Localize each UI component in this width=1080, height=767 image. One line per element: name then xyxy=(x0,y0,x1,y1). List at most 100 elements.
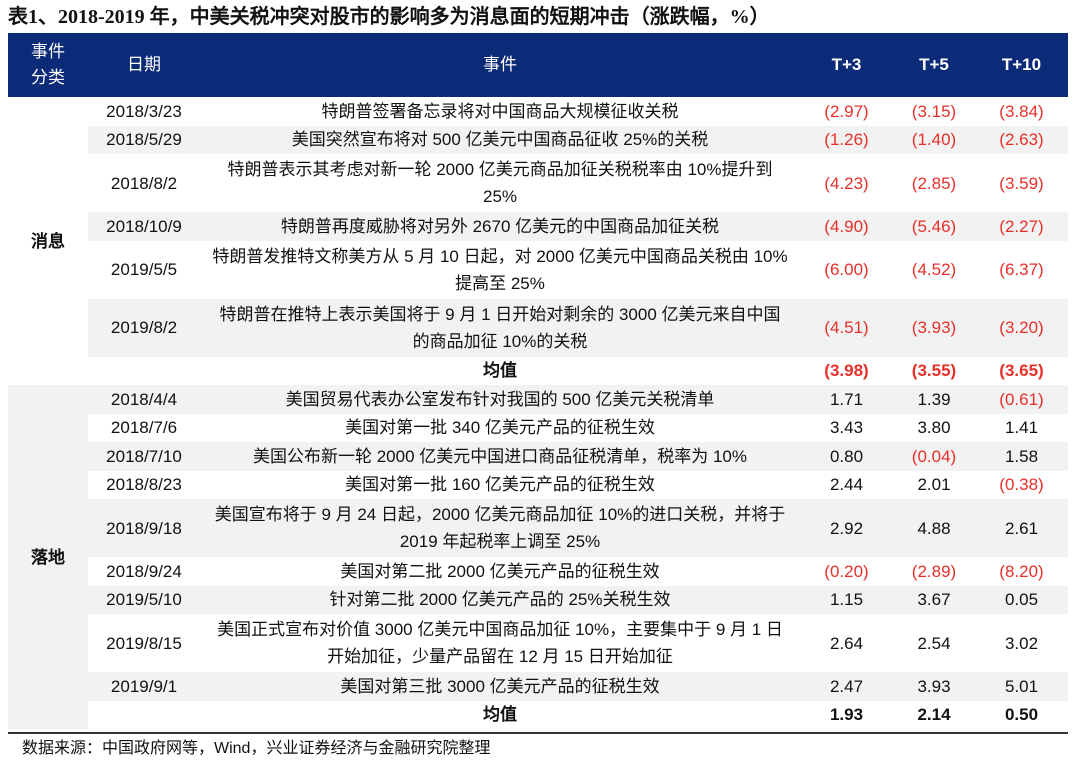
t10-cell: (2.63) xyxy=(975,125,1068,154)
t5-cell: 2.54 xyxy=(893,614,975,672)
header-event: 事件 xyxy=(200,33,800,97)
event-cell: 特朗普表示其考虑对新一轮 2000 亿美元商品加征关税税率由 10%提升到 25… xyxy=(200,154,800,212)
t10-cell: (3.20) xyxy=(975,298,1068,357)
t10-cell: 0.05 xyxy=(975,585,1068,614)
t3-cell: 2.47 xyxy=(800,672,893,701)
t5-cell: 1.39 xyxy=(893,385,975,414)
date-cell: 2018/7/10 xyxy=(88,442,200,471)
t10-cell: (3.84) xyxy=(975,97,1068,126)
table-row: 落地 2018/4/4 美国贸易代表办公室发布针对我国的 500 亿美元关税清单 1.… xyxy=(8,385,1068,729)
t10-cell: 5.01 xyxy=(975,672,1068,701)
table-row: 2018/7/10 美国公布新一轮 2000 亿美元中国进口商品征税清单，税率为 … xyxy=(8,442,1068,471)
event-cell: 美国对第二批 2000 亿美元产品的征税生效 xyxy=(200,557,800,586)
t10-cell: (0.38) xyxy=(975,470,1068,499)
t5-cell: (2.85) xyxy=(893,154,975,212)
event-cell: 美国对第一批 160 亿美元产品的征税生效 xyxy=(200,470,800,499)
table-row: 2019/5/10 针对第二批 2000 亿美元产品的 25%关税生效 1.15 3.… xyxy=(8,585,1068,614)
t5-cell: (0.04) xyxy=(893,442,975,471)
date-cell: 2018/10/9 xyxy=(88,212,200,241)
t3-cell: 0.80 xyxy=(800,442,893,471)
mean-label: 均值 xyxy=(200,700,800,729)
date-cell: 2019/8/15 xyxy=(88,614,200,672)
header-category: 事件分类 xyxy=(8,33,88,97)
table-row: 2019/8/15 美国正式宣布对价值 3000 亿美元中国商品加征 10%，主要… xyxy=(8,614,1068,672)
table-bottom-border xyxy=(8,732,1068,734)
table-row: 2019/8/2 特朗普在推特上表示美国将于 9 月 1 日开始对剩余的 3000… xyxy=(8,298,1068,357)
t5-cell: (3.93) xyxy=(893,298,975,357)
t10-cell: (8.20) xyxy=(975,557,1068,586)
t5-cell: (2.89) xyxy=(893,557,975,586)
date-cell: 2019/8/2 xyxy=(88,298,200,357)
event-cell: 美国贸易代表办公室发布针对我国的 500 亿美元关税清单 xyxy=(200,385,800,414)
t3-cell: 3.43 xyxy=(800,413,893,442)
source-note: 数据来源：中国政府网等，Wind，兴业证券经济与金融研究院整理 xyxy=(22,740,491,757)
date-cell: 2018/3/23 xyxy=(88,97,200,126)
t10-cell: 1.58 xyxy=(975,442,1068,471)
date-cell: 2018/7/6 xyxy=(88,413,200,442)
t3-cell: (6.00) xyxy=(800,240,893,299)
mean-label: 均值 xyxy=(200,356,800,385)
event-cell: 美国公布新一轮 2000 亿美元中国进口商品征税清单，税率为 10% xyxy=(200,442,800,471)
date-cell: 2019/5/10 xyxy=(88,585,200,614)
table-row: 2018/9/24 美国对第二批 2000 亿美元产品的征税生效 (0.20) (2.… xyxy=(8,557,1068,586)
table-row: 2018/9/18 美国宣布将于 9 月 24 日起，2000 亿美元商品加征 1… xyxy=(8,499,1068,557)
date-cell: 2018/8/23 xyxy=(88,470,200,499)
date-cell: 2018/8/2 xyxy=(88,154,200,212)
t3-cell: 2.92 xyxy=(800,499,893,557)
date-cell: 2018/4/4 xyxy=(88,385,200,414)
table-row: 2018/8/23 美国对第一批 160 亿美元产品的征税生效 2.44 2.01 (0… xyxy=(8,470,1068,499)
t3-cell: 1.93 xyxy=(800,700,893,729)
event-cell: 针对第二批 2000 亿美元产品的 25%关税生效 xyxy=(200,585,800,614)
date-cell: 2018/9/18 xyxy=(88,499,200,557)
tariff-impact-table: 事件分类 日期 事件 T+3 T+5 T+10 消息 2018/3/23 特朗普签署… xyxy=(8,33,1068,729)
header-t5: T+5 xyxy=(893,33,975,97)
t3-cell: 1.71 xyxy=(800,385,893,414)
event-cell: 美国对第三批 3000 亿美元产品的征税生效 xyxy=(200,672,800,701)
t5-cell: (5.46) xyxy=(893,212,975,241)
event-cell: 美国正式宣布对价值 3000 亿美元中国商品加征 10%，主要集中于 9 月 1… xyxy=(200,614,800,672)
t10-cell: 0.50 xyxy=(975,700,1068,729)
t3-cell: (4.23) xyxy=(800,154,893,212)
table-row: 2019/5/5 特朗普发推特文称美方从 5 月 10 日起，对 2000 亿美元… xyxy=(8,240,1068,299)
event-cell: 特朗普签署备忘录将对中国商品大规模征收关税 xyxy=(200,97,800,126)
t10-cell: (0.61) xyxy=(975,385,1068,414)
event-cell: 特朗普再度威胁将对另外 2670 亿美元的中国商品加征关税 xyxy=(200,212,800,241)
t3-cell: 2.64 xyxy=(800,614,893,672)
table-row: 2018/5/29 美国突然宣布将对 500 亿美元中国商品征收 25%的关税 (1… xyxy=(8,125,1068,154)
category-cell: 消息 xyxy=(31,231,65,251)
t3-cell: 1.15 xyxy=(800,585,893,614)
t5-cell: (3.55) xyxy=(893,356,975,385)
t5-cell: 3.80 xyxy=(893,413,975,442)
event-cell: 美国宣布将于 9 月 24 日起，2000 亿美元商品加征 10%的进口关税，并… xyxy=(200,499,800,557)
t5-cell: 4.88 xyxy=(893,499,975,557)
t3-cell: 2.44 xyxy=(800,470,893,499)
t5-cell: 2.14 xyxy=(893,700,975,729)
t10-cell: 2.61 xyxy=(975,499,1068,557)
date-cell: 2019/5/5 xyxy=(88,240,200,299)
t10-cell: (3.65) xyxy=(975,356,1068,385)
t3-cell: (1.26) xyxy=(800,125,893,154)
table-row: 消息 2018/3/23 特朗普签署备忘录将对中国商品大规模征收关税 (2.97) (3… xyxy=(8,97,1068,251)
t3-cell: (4.90) xyxy=(800,212,893,241)
t10-cell: (6.37) xyxy=(975,240,1068,299)
t10-cell: 3.02 xyxy=(975,614,1068,672)
mean-row: 均值 (3.98) (3.55) (3.65) xyxy=(8,356,1068,385)
t3-cell: (3.98) xyxy=(800,356,893,385)
t10-cell: (2.27) xyxy=(975,212,1068,241)
t10-cell: (3.59) xyxy=(975,154,1068,212)
table-row: 2018/7/6 美国对第一批 340 亿美元产品的征税生效 3.43 3.80 1.4… xyxy=(8,413,1068,442)
mean-row: 均值 1.93 2.14 0.50 xyxy=(8,700,1068,729)
t5-cell: 2.01 xyxy=(893,470,975,499)
t5-cell: (1.40) xyxy=(893,125,975,154)
t3-cell: (4.51) xyxy=(800,298,893,357)
event-cell: 美国对第一批 340 亿美元产品的征税生效 xyxy=(200,413,800,442)
t5-cell: (4.52) xyxy=(893,240,975,299)
t5-cell: (3.15) xyxy=(893,97,975,126)
t10-cell: 1.41 xyxy=(975,413,1068,442)
event-cell: 特朗普发推特文称美方从 5 月 10 日起，对 2000 亿美元中国商品关税由 … xyxy=(200,240,800,299)
event-cell: 特朗普在推特上表示美国将于 9 月 1 日开始对剩余的 3000 亿美元来自中国… xyxy=(200,298,800,357)
t5-cell: 3.67 xyxy=(893,585,975,614)
table-title: 表1、2018-2019 年，中美关税冲突对股市的影响多为消息面的短期冲击（涨跌… xyxy=(8,6,770,28)
date-cell: 2019/9/1 xyxy=(88,672,200,701)
date-cell: 2018/9/24 xyxy=(88,557,200,586)
